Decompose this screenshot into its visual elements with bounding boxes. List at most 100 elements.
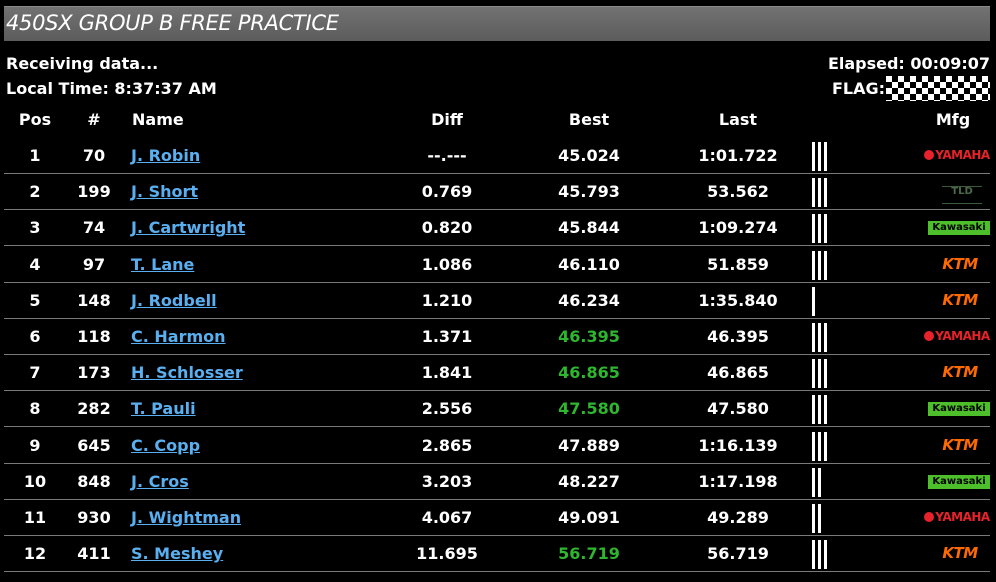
rider-name-link[interactable]: T. Lane [131, 254, 195, 274]
diff-cell: 3.203 [421, 471, 473, 491]
best-lap-cell: 46.234 [558, 290, 620, 310]
diff-cell: 1.371 [421, 327, 473, 346]
kawasaki-logo-icon: Kawasaki [928, 474, 990, 489]
flag-label: FLAG: [832, 79, 886, 98]
table-row: 4 97 T. Lane 1.086 46.110 51.859 KTM [4, 247, 990, 283]
last-lap-cell: 1:35.840 [698, 290, 778, 310]
rider-number-cell: 173 [77, 363, 111, 383]
kawasaki-logo-icon: Kawasaki [928, 221, 990, 236]
row-divider [4, 209, 990, 211]
lap-bar [812, 323, 815, 352]
diff-cell: --.--- [427, 146, 467, 165]
row-divider [4, 498, 990, 500]
last-lap-cell: 51.859 [707, 254, 769, 274]
rider-number-cell: 848 [77, 471, 111, 491]
col-diff-header: Diff [431, 110, 463, 129]
rider-name-link[interactable]: J. Wightman [131, 508, 242, 527]
lap-bar [824, 359, 827, 389]
row-divider [4, 426, 990, 428]
diff-cell: 1.841 [421, 363, 473, 383]
lap-bar [812, 467, 815, 497]
best-lap-cell: 49.091 [558, 508, 620, 527]
rider-name-link[interactable]: C. Copp [131, 435, 201, 455]
last-lap-cell: 1:16.139 [698, 435, 778, 455]
last-lap-cell: 1:09.274 [698, 218, 778, 238]
rider-name-link[interactable]: J. Rodbell [131, 290, 217, 310]
ktm-logo-icon: KTM [942, 290, 978, 309]
col-best-header: Best [568, 110, 610, 129]
table-row: 6 118 C. Harmon 1.371 46.395 46.395 YAMAHA [4, 319, 990, 355]
rider-name-link[interactable]: H. Schlosser [131, 363, 243, 383]
rider-number-cell: 282 [77, 399, 111, 419]
best-lap-cell: 45.793 [558, 182, 620, 202]
yamaha-logo-icon: YAMAHA [924, 329, 990, 345]
best-lap-cell: 47.580 [558, 399, 620, 419]
best-lap-cell: 56.719 [558, 544, 620, 564]
last-lap-cell: 46.395 [707, 327, 769, 346]
local-time: Local Time: 8:37:37 AM [6, 79, 217, 98]
ktm-logo-icon: KTM [942, 363, 978, 382]
position-cell: 9 [29, 435, 41, 455]
col-last-header: Last [718, 110, 758, 129]
lap-bar [812, 504, 815, 533]
rider-name-link[interactable]: S. Meshey [131, 544, 224, 564]
rider-name-link[interactable]: C. Harmon [131, 327, 226, 346]
ktm-logo-icon: KTM [942, 435, 978, 454]
best-lap-cell: 46.865 [558, 363, 620, 383]
last-lap-cell: 53.562 [707, 182, 769, 202]
lap-bar [824, 395, 827, 425]
lap-bar [818, 540, 821, 570]
position-cell: 10 [23, 471, 47, 491]
diff-cell: 1.086 [421, 254, 473, 274]
lap-bar [818, 467, 821, 497]
lap-bar [812, 250, 815, 280]
best-lap-cell: 46.110 [558, 254, 620, 274]
lap-bar [818, 214, 821, 244]
row-divider [4, 317, 990, 319]
table-row: 7 173 H. Schlosser 1.841 46.865 46.865 KTM [4, 355, 990, 392]
position-cell: 4 [29, 254, 41, 274]
rider-name-link[interactable]: J. Cartwright [131, 218, 246, 238]
best-lap-cell: 45.844 [558, 218, 620, 238]
lap-bar [818, 178, 821, 208]
lap-bar [824, 540, 827, 570]
row-divider [4, 462, 990, 464]
diff-cell: 2.865 [421, 435, 473, 455]
rider-name-link[interactable]: J. Short [131, 182, 199, 202]
row-divider [4, 281, 990, 283]
position-cell: 3 [29, 218, 41, 238]
best-lap-cell: 47.889 [558, 435, 620, 455]
col-pos-header: Pos [18, 110, 52, 129]
diff-cell: 0.820 [421, 218, 473, 238]
position-cell: 1 [29, 146, 41, 165]
rider-number-cell: 148 [77, 290, 111, 310]
ktm-logo-icon: KTM [942, 544, 978, 563]
lap-bar [812, 431, 815, 461]
row-divider [4, 571, 990, 573]
last-lap-cell: 47.580 [707, 399, 769, 419]
kawasaki-logo-icon: Kawasaki [928, 402, 990, 417]
session-title-bar: 450SX GROUP B FREE PRACTICE [4, 6, 990, 41]
last-lap-cell: 1:01.722 [698, 146, 778, 165]
session-title: 450SX GROUP B FREE PRACTICE [6, 11, 339, 35]
yamaha-logo-icon: YAMAHA [924, 510, 990, 526]
last-lap-cell: 46.865 [707, 363, 769, 383]
lap-bar [818, 431, 821, 461]
rider-number-cell: 118 [77, 327, 111, 346]
rider-name-link[interactable]: J. Robin [131, 146, 201, 165]
position-cell: 11 [23, 508, 47, 527]
position-cell: 2 [29, 182, 41, 202]
lap-bar [818, 504, 821, 533]
rider-name-link[interactable]: J. Cros [131, 471, 189, 491]
row-divider [4, 173, 990, 174]
table-row: 9 645 C. Copp 2.865 47.889 1:16.139 KTM [4, 428, 990, 464]
rider-name-link[interactable]: T. Pauli [131, 399, 196, 419]
position-cell: 12 [23, 544, 47, 564]
rider-number-cell: 930 [77, 508, 111, 527]
diff-cell: 11.695 [416, 544, 478, 564]
lap-bar [818, 395, 821, 425]
best-lap-cell: 48.227 [558, 471, 620, 491]
lap-bar [812, 214, 815, 244]
lap-bar [812, 178, 815, 208]
elapsed-time: Elapsed: 00:09:07 [827, 54, 990, 73]
